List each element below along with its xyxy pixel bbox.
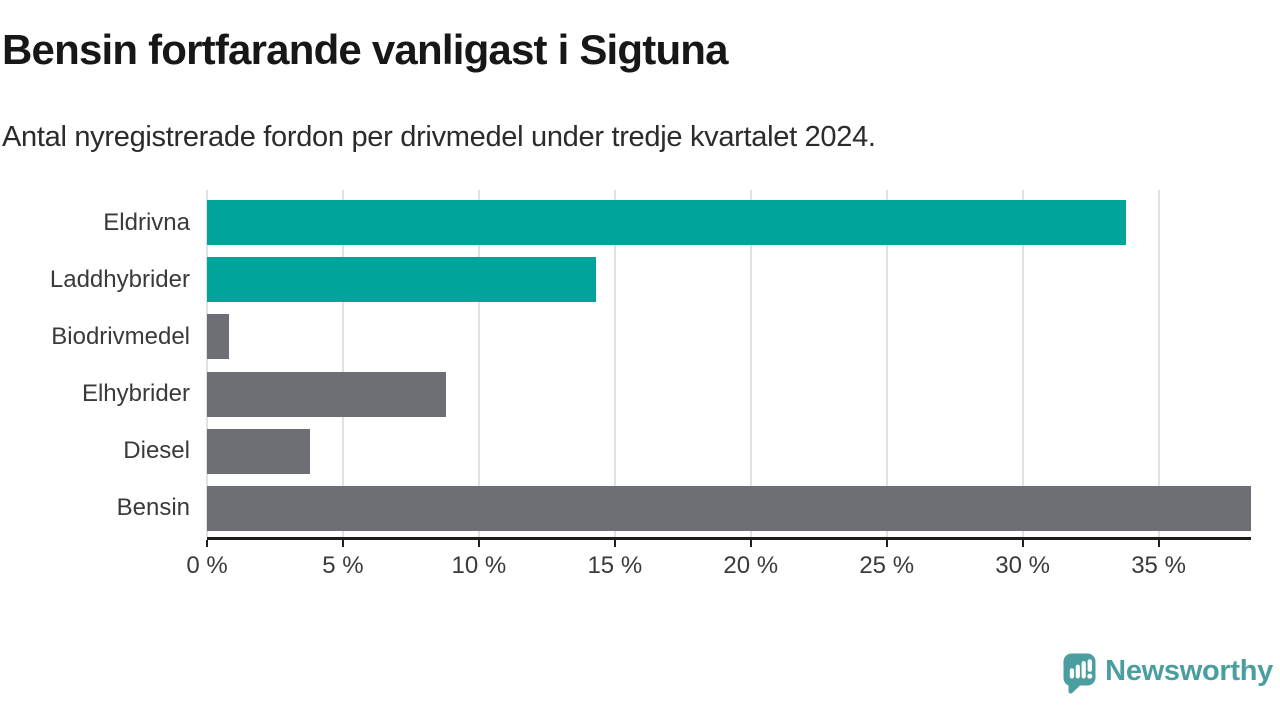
x-axis-tick	[477, 540, 480, 547]
x-axis-tick-label: 5 %	[322, 552, 364, 579]
bar-row	[207, 194, 1251, 251]
x-axis-tick-label: 0 %	[186, 552, 228, 579]
category-label-diesel: Diesel	[123, 437, 190, 465]
bars-container	[207, 190, 1251, 537]
category-label-elhybrider: Elhybrider	[81, 380, 190, 408]
x-axis-tick	[1021, 540, 1024, 547]
category-label-bensin: Bensin	[116, 494, 190, 522]
bar-laddhybrider	[207, 257, 596, 303]
bar-biodrivmedel	[207, 314, 229, 360]
bar-row	[207, 366, 1251, 423]
bar-row	[207, 251, 1251, 308]
bar-bensin	[207, 485, 1251, 531]
x-axis: 0 % 5 % 10 % 15 % 20 % 25 % 30 % 35 %	[186, 540, 1251, 600]
x-axis-tick	[613, 540, 616, 547]
bar-eldrivna	[207, 200, 1126, 246]
gridline	[613, 190, 616, 537]
bar-row	[207, 423, 1251, 480]
chart-subtitle: Antal nyregistrerade fordon per drivmede…	[2, 121, 876, 153]
bar-row	[207, 480, 1251, 537]
gridline	[885, 190, 888, 537]
chart-title: Bensin fortfarande vanligast i Sigtuna	[2, 26, 729, 73]
gridline	[1157, 190, 1160, 537]
gridline	[206, 190, 208, 537]
category-label-eldrivna: Eldrivna	[103, 208, 190, 236]
x-axis-tick	[749, 540, 752, 547]
plot-area	[206, 190, 1251, 540]
x-axis-tick	[206, 540, 208, 547]
gridline	[1021, 190, 1024, 537]
gridline	[477, 190, 480, 537]
x-axis-tick-label: 30 %	[995, 552, 1050, 579]
gridline	[341, 190, 344, 537]
bar-diesel	[207, 428, 311, 474]
x-axis-tick	[1157, 540, 1160, 547]
x-axis-tick	[885, 540, 888, 547]
x-axis-tick-label: 35 %	[1131, 552, 1186, 579]
gridline	[749, 190, 752, 537]
y-axis-category-labels: Eldrivna Laddhybrider Biodrivmedel Elhyb…	[0, 190, 190, 537]
x-axis-tick-label: 25 %	[859, 552, 915, 579]
newsworthy-logo-text: Newsworthy	[1105, 655, 1273, 687]
x-axis-tick	[341, 540, 344, 547]
bar-row	[207, 308, 1251, 365]
x-axis-tick-label: 20 %	[723, 552, 779, 579]
x-axis-tick-label: 10 %	[451, 552, 507, 579]
newsworthy-logo: Newsworthy	[1063, 653, 1273, 694]
category-label-laddhybrider: Laddhybrider	[49, 265, 190, 293]
bar-elhybrider	[207, 371, 447, 417]
newsworthy-speech-bubble-chart-icon	[1063, 653, 1096, 694]
category-label-biodrivmedel: Biodrivmedel	[51, 322, 190, 350]
x-axis-tick-label: 15 %	[587, 552, 643, 579]
